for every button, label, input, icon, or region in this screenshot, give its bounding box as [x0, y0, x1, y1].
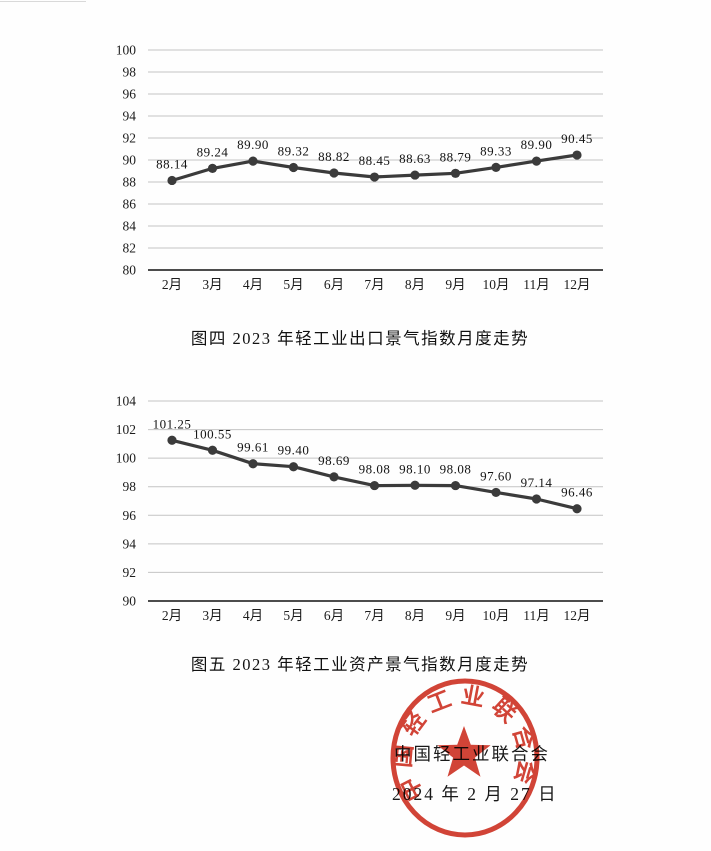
x-axis-tick-label: 4月 [243, 277, 263, 292]
data-point-label: 88.63 [399, 151, 431, 166]
y-axis-tick-label: 90 [123, 594, 137, 609]
x-axis-tick-label: 4月 [243, 608, 263, 623]
y-axis-tick-label: 94 [123, 536, 137, 551]
x-axis-tick-label: 9月 [445, 277, 465, 292]
data-point-label: 100.55 [193, 426, 232, 441]
x-axis-tick-label: 5月 [283, 277, 303, 292]
data-point-label: 89.32 [278, 143, 310, 158]
data-point [491, 487, 501, 498]
y-axis-tick-label: 102 [116, 422, 136, 437]
y-axis-tick-label: 80 [123, 263, 137, 278]
data-point-label: 89.24 [197, 144, 229, 159]
y-axis-tick-label: 94 [123, 109, 137, 124]
y-axis-tick-label: 96 [123, 87, 137, 102]
y-axis-tick-label: 82 [123, 241, 137, 256]
data-point [167, 175, 177, 186]
data-point-label: 101.25 [153, 416, 192, 431]
data-point-label: 88.45 [359, 153, 391, 168]
y-axis-tick-label: 90 [123, 153, 137, 168]
y-axis-tick-label: 100 [116, 43, 137, 58]
chart-caption-figure5: 图五 2023 年轻工业资产景气指数月度走势 [190, 655, 530, 674]
x-axis-tick-label: 12月 [564, 277, 591, 292]
y-axis-tick-label: 86 [123, 197, 137, 212]
x-axis-tick-label: 11月 [523, 277, 550, 292]
data-point [329, 472, 339, 482]
asset-index-line-chart: 90 92 94 96 98 100 102 104 2月 3月 4月 5月 6月 7月 8月 9月 10月 11… [116, 394, 603, 623]
data-point [531, 156, 542, 166]
data-point-label: 89.90 [237, 137, 269, 152]
data-point-label: 90.45 [561, 131, 593, 146]
data-point-label: 89.33 [480, 143, 512, 158]
y-axis-tick-label: 88 [123, 175, 137, 190]
data-point-label: 88.14 [156, 156, 188, 171]
data-point-label: 96.46 [561, 485, 593, 500]
y-axis-tick-label: 98 [123, 479, 137, 494]
data-point-label: 98.69 [318, 453, 350, 468]
data-point [531, 494, 542, 504]
x-axis-tick-label: 7月 [364, 608, 384, 623]
data-point [410, 170, 420, 180]
official-seal: 中国轻工业联合会 [390, 678, 540, 838]
data-point [491, 162, 501, 172]
x-axis-tick-label: 12月 [564, 608, 591, 623]
x-axis-tick-label: 6月 [324, 608, 344, 623]
data-point-label: 99.61 [237, 440, 269, 455]
scan-artifact-line [0, 1, 86, 2]
data-point [572, 504, 582, 514]
star-icon [437, 726, 491, 777]
data-point [167, 435, 177, 445]
x-axis-tick-label: 5月 [283, 608, 303, 623]
x-axis-tick-label: 3月 [202, 608, 222, 623]
data-point [369, 480, 380, 491]
x-axis-tick-label: 2月 [162, 608, 182, 623]
x-axis-tick-label: 2月 [162, 277, 182, 292]
data-point [329, 168, 339, 178]
y-axis-tick-label: 100 [116, 451, 137, 466]
y-axis-tick-label: 98 [123, 65, 137, 80]
data-point [288, 162, 299, 173]
data-point [572, 150, 582, 160]
chart-caption-figure4: 图四 2023 年轻工业出口景气指数月度走势 [190, 329, 530, 348]
data-point [207, 445, 218, 455]
data-point-label: 89.90 [521, 137, 553, 152]
data-point-label: 97.60 [480, 468, 512, 483]
x-axis-tick-label: 10月 [483, 608, 510, 623]
x-axis-tick-label: 9月 [445, 608, 465, 623]
x-axis-tick-label: 10月 [483, 277, 510, 292]
data-point-label: 98.10 [399, 461, 431, 476]
data-point [288, 462, 299, 472]
data-point-label: 88.82 [318, 149, 350, 164]
y-axis-tick-label: 84 [123, 219, 137, 234]
issue-date: 2024 年 2 月 27 日 [392, 784, 558, 804]
y-axis-tick-label: 92 [123, 565, 137, 580]
data-point [450, 168, 461, 178]
x-axis-tick-label: 3月 [202, 277, 222, 292]
seal-ring [390, 678, 540, 838]
y-axis-tick-label: 92 [123, 131, 137, 146]
data-point [248, 156, 258, 166]
x-axis-tick-label: 8月 [405, 277, 425, 292]
data-point [248, 459, 258, 469]
data-point-label: 88.79 [440, 149, 472, 164]
x-axis-tick-label: 8月 [405, 608, 425, 623]
data-point-label: 99.40 [278, 443, 310, 458]
x-axis-tick-label: 6月 [324, 277, 344, 292]
data-point [410, 480, 420, 490]
export-index-line-chart: 80 82 84 86 88 90 92 94 96 98 100 2月 3月 4月 5月 6月 7月 8月 9月 1… [116, 43, 603, 292]
x-axis-tick-label: 7月 [364, 277, 384, 292]
y-axis-tick-label: 96 [123, 508, 137, 523]
data-point-label: 98.08 [440, 462, 472, 477]
data-point [450, 480, 461, 491]
data-point-label: 97.14 [521, 475, 553, 490]
data-point [207, 163, 218, 173]
data-point-label: 98.08 [359, 462, 391, 477]
x-axis-tick-label: 11月 [523, 608, 550, 623]
y-axis-tick-label: 104 [116, 394, 137, 409]
data-point [369, 172, 380, 182]
